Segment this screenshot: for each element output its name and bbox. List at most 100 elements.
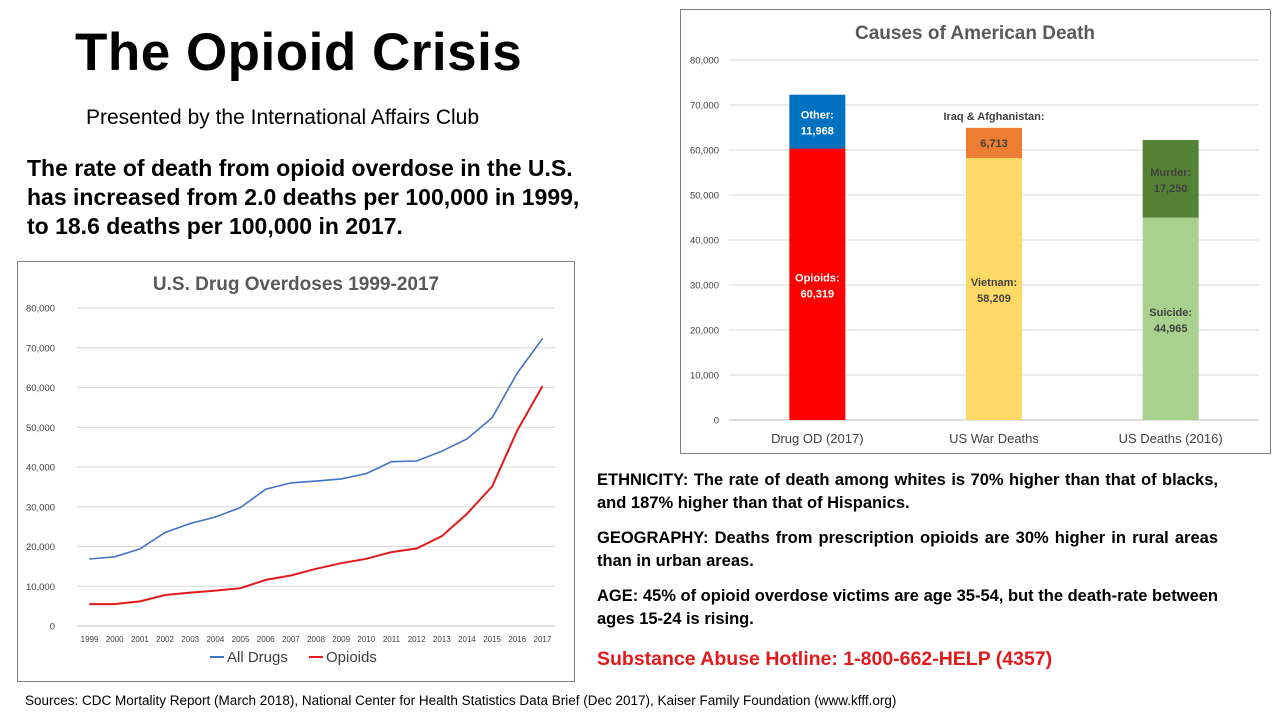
data-point xyxy=(239,587,242,589)
y-tick-label: 10,000 xyxy=(690,371,719,382)
data-point xyxy=(466,513,468,515)
data-point xyxy=(164,531,166,534)
series-line-opioids xyxy=(89,385,544,606)
data-point xyxy=(88,603,91,605)
x-category-label: US War Deaths xyxy=(949,431,1039,446)
bar-segment-suicide xyxy=(1142,217,1199,420)
y-tick-label: 20,000 xyxy=(26,542,55,553)
causes-of-death-bar-chart: Causes of American Death 0 10,000 20,000 30,… xyxy=(680,9,1271,454)
slide-title: The Opioid Crisis xyxy=(75,23,523,82)
overdose-line-chart-svg: U.S. Drug Overdoses 1999-2017 0 10,000 20,0… xyxy=(26,274,555,666)
bar-chart-title: Causes of American Death xyxy=(855,23,1095,44)
data-point xyxy=(541,338,544,340)
bar-segment-name: Opioids: xyxy=(795,272,840,284)
y-tick-label: 60,000 xyxy=(690,146,719,157)
data-point xyxy=(541,385,544,387)
data-point xyxy=(290,574,292,577)
y-tick-label: 80,000 xyxy=(690,56,719,67)
y-tick-label: 50,000 xyxy=(26,423,55,434)
x-category-label: Drug OD (2017) xyxy=(771,431,863,446)
data-point xyxy=(416,547,418,550)
bar-segment-name: Vietnam: xyxy=(971,277,1017,289)
x-tick-label: 2007 xyxy=(282,635,300,644)
data-point xyxy=(189,592,191,594)
facts-list: ETHNICITY: The rate of death among white… xyxy=(597,469,1218,643)
data-point xyxy=(214,590,216,592)
bar-segment-other xyxy=(789,94,846,149)
bar-segment-name: Murder: xyxy=(1150,167,1191,179)
legend-label: Opioids xyxy=(326,649,377,666)
sources-footnote: Sources: CDC Mortality Report (March 201… xyxy=(25,693,897,708)
x-tick-label: 2017 xyxy=(534,635,552,644)
data-point xyxy=(491,485,493,488)
bar-segment-value: 58,209 xyxy=(977,293,1011,305)
data-point xyxy=(139,600,141,602)
data-point xyxy=(516,372,518,374)
data-point xyxy=(164,594,166,596)
y-tick-label: 50,000 xyxy=(690,191,719,202)
bar-segment-value: 60,319 xyxy=(801,288,835,300)
fact-age: AGE: 45% of opioid overdose victims are … xyxy=(597,587,1218,628)
data-point xyxy=(441,450,443,452)
y-tick-label: 70,000 xyxy=(26,343,55,354)
data-point xyxy=(466,438,468,440)
slide-subtitle: Presented by the International Affairs C… xyxy=(86,106,480,129)
y-tick-label: 60,000 xyxy=(26,383,55,394)
data-point xyxy=(88,558,91,560)
x-tick-label: 1999 xyxy=(81,635,99,644)
x-tick-label: 2015 xyxy=(483,635,501,644)
y-tick-label: 40,000 xyxy=(690,236,719,247)
x-tick-label: 2010 xyxy=(357,635,375,644)
x-tick-label: 2001 xyxy=(131,635,149,644)
x-category-label: US Deaths (2016) xyxy=(1119,431,1223,446)
data-point xyxy=(441,535,443,537)
data-point xyxy=(315,480,317,482)
x-tick-label: 2011 xyxy=(383,635,401,644)
bar-segment-opioids xyxy=(789,148,846,420)
data-point xyxy=(365,473,367,475)
y-tick-label: 20,000 xyxy=(690,326,719,337)
data-point xyxy=(365,558,367,560)
fact-geography: GEOGRAPHY: Deaths from prescription opio… xyxy=(597,529,1218,570)
data-point xyxy=(265,579,267,581)
bar-segment-vietnam xyxy=(966,158,1022,420)
x-tick-label: 2012 xyxy=(408,635,426,644)
data-point xyxy=(265,488,267,490)
x-tick-label: 2013 xyxy=(433,635,451,644)
x-tick-label: 2009 xyxy=(332,635,350,644)
data-point xyxy=(416,460,418,462)
bar-segment-value: 11,968 xyxy=(801,126,834,138)
x-tick-label: 2014 xyxy=(458,635,476,644)
data-point xyxy=(491,417,493,419)
legend-label: All Drugs xyxy=(227,649,288,666)
data-point xyxy=(340,562,342,564)
data-point xyxy=(390,551,393,553)
x-tick-label: 2008 xyxy=(307,635,325,644)
data-point xyxy=(189,522,191,525)
data-point xyxy=(139,548,141,550)
y-tick-label: 30,000 xyxy=(26,502,55,513)
data-point xyxy=(114,603,116,605)
data-point xyxy=(390,461,393,463)
y-tick-label: 0 xyxy=(50,622,55,633)
bar-segment-name: Other: xyxy=(801,110,834,122)
data-point xyxy=(214,516,216,518)
bar-segment-name: Suicide: xyxy=(1149,307,1192,319)
y-tick-label: 80,000 xyxy=(26,304,55,315)
line-chart-title: U.S. Drug Overdoses 1999-2017 xyxy=(153,274,439,295)
x-tick-label: 2005 xyxy=(232,635,250,644)
data-point xyxy=(315,568,317,570)
data-point xyxy=(516,429,518,432)
fact-ethnicity: ETHNICITY: The rate of death among white… xyxy=(597,471,1218,512)
overdose-line-chart: U.S. Drug Overdoses 1999-2017 0 10,000 20,0… xyxy=(17,261,575,682)
y-tick-label: 10,000 xyxy=(26,582,55,593)
bar-segment-value: 44,965 xyxy=(1154,323,1188,335)
lead-statement: The rate of death from opioid overdose i… xyxy=(27,155,580,239)
data-point xyxy=(114,556,116,558)
y-tick-label: 40,000 xyxy=(26,463,55,474)
bar-segment-iraq-afghanistan xyxy=(966,127,1022,159)
y-tick-label: 0 xyxy=(714,416,719,427)
x-tick-label: 2003 xyxy=(181,635,199,644)
series-line-all-drugs xyxy=(89,338,544,560)
x-tick-label: 2016 xyxy=(508,635,526,644)
